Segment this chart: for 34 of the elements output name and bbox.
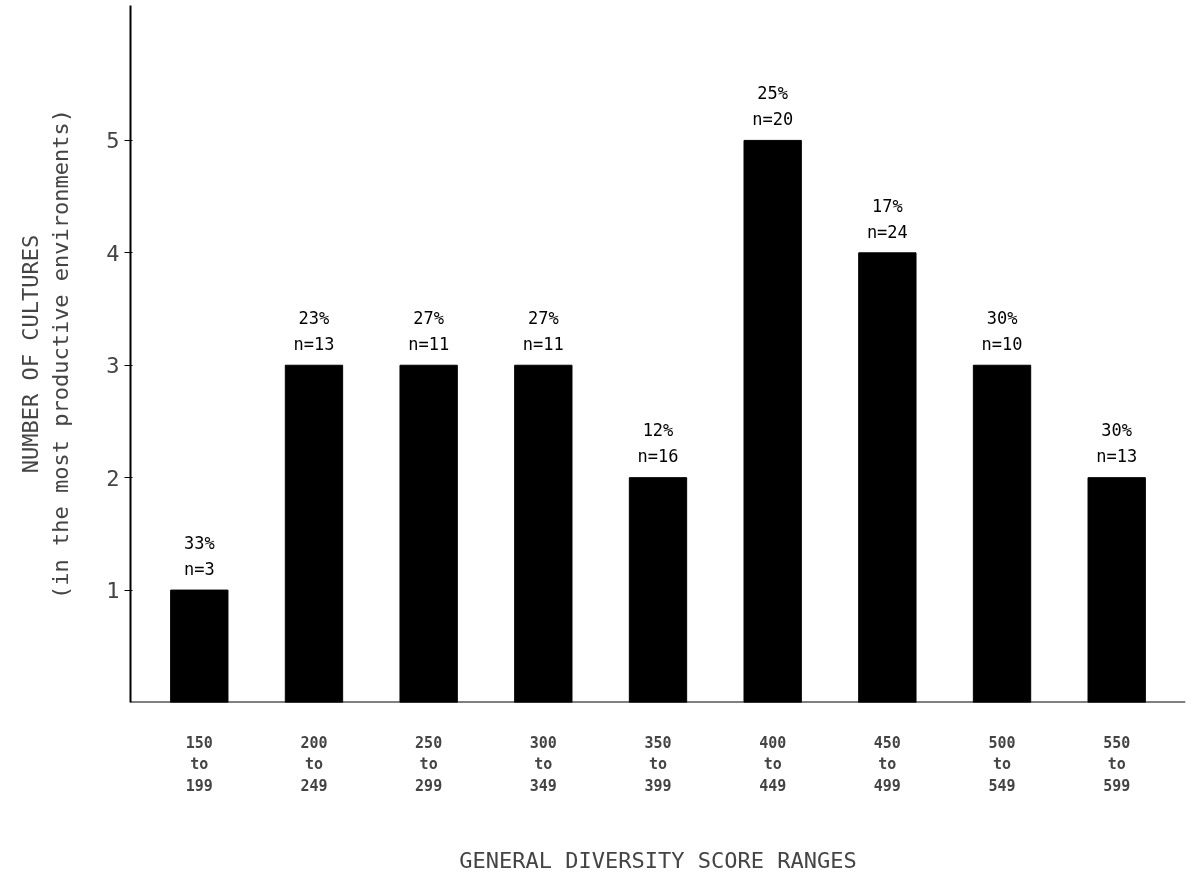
annotation: 27% n=11 <box>522 308 564 354</box>
x-tick-label: 150 to 199 <box>185 733 213 795</box>
x-tick-label: 550 to 599 <box>1103 733 1131 795</box>
bar <box>514 364 573 703</box>
annotation: 30% n=13 <box>1096 420 1138 467</box>
bar <box>972 364 1032 703</box>
x-tick-label: 200 to 249 <box>300 733 328 795</box>
annotation: 25% n=20 <box>752 83 794 130</box>
annotation: 12% n=16 <box>637 420 679 467</box>
y-axis-title: NUMBER OF CULTURES (in the most productive environments) <box>18 108 74 600</box>
y-tick-label: 5 <box>106 128 120 154</box>
x-tick-label: 400 to 449 <box>759 733 787 795</box>
bar <box>628 477 688 703</box>
annotation: 30% n=10 <box>981 308 1023 354</box>
x-tick-label: 350 to 399 <box>644 733 672 795</box>
x-tick-label: 500 to 549 <box>988 733 1016 795</box>
x-tick-label: 300 to 349 <box>529 733 557 795</box>
bar <box>1087 477 1146 703</box>
annotation: 33% n=3 <box>183 532 215 579</box>
bar <box>858 252 917 703</box>
x-tick-label: 450 to 499 <box>873 733 901 795</box>
annotation: 23% n=13 <box>293 308 335 354</box>
bar <box>399 364 458 703</box>
bar <box>170 589 229 703</box>
x-axis-title: GENERAL DIVERSITY SCORE RANGES <box>459 847 857 873</box>
x-tick-label: 250 to 299 <box>415 733 443 795</box>
bar <box>743 139 802 703</box>
y-tick-label: 1 <box>106 578 120 604</box>
bar <box>284 364 344 703</box>
annotation: 27% n=11 <box>408 308 450 354</box>
y-tick-label: 4 <box>106 240 120 266</box>
annotation: 17% n=24 <box>866 195 908 242</box>
y-tick-label: 2 <box>106 465 120 491</box>
y-tick-label: 3 <box>106 353 120 379</box>
